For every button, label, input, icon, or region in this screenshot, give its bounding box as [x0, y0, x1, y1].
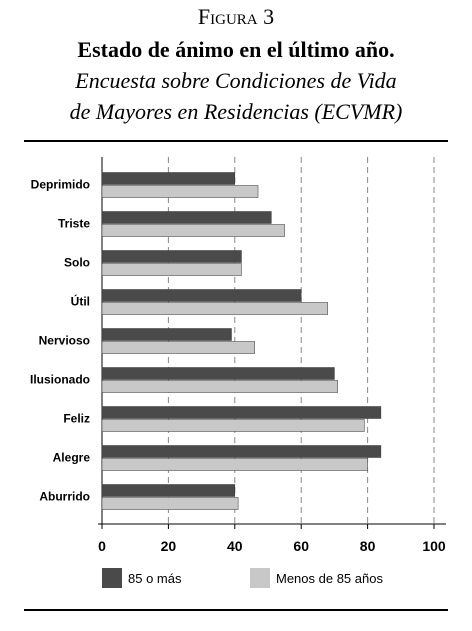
x-tick-label: 0	[98, 538, 106, 554]
bar	[101, 458, 368, 471]
y-tick-label: Alegre	[53, 451, 91, 465]
x-tick-label: 20	[161, 538, 177, 554]
chart-subtitle: Encuesta sobre Condiciones de Vida	[74, 68, 396, 93]
bar	[101, 211, 272, 224]
x-tick-label: 80	[360, 538, 376, 554]
legend-swatch	[250, 568, 270, 588]
y-tick-label: Útil	[71, 294, 90, 309]
y-tick-label: Feliz	[63, 412, 90, 426]
x-tick-label: 60	[293, 538, 309, 554]
legend-swatch	[102, 568, 122, 588]
y-tick-label: Solo	[64, 256, 90, 270]
chart-title: Estado de ánimo en el último año.	[77, 37, 394, 62]
figure-label: Figura 3	[198, 4, 274, 29]
bar	[101, 484, 236, 497]
bar	[101, 224, 285, 237]
y-tick-label: Aburrido	[39, 490, 90, 504]
bar	[101, 328, 232, 341]
bar	[101, 302, 329, 315]
bar	[101, 367, 335, 380]
x-tick-label: 100	[422, 538, 446, 554]
bar	[101, 445, 382, 458]
y-tick-label: Nervioso	[39, 334, 90, 348]
y-tick-label: Triste	[58, 217, 90, 231]
bar	[101, 497, 239, 510]
bar	[101, 263, 242, 276]
bar	[101, 250, 242, 263]
y-tick-label: Deprimido	[31, 178, 90, 192]
bar	[101, 406, 382, 419]
bar	[101, 341, 255, 354]
bar	[101, 380, 338, 393]
bar	[101, 185, 259, 198]
y-tick-label: Ilusionado	[30, 373, 90, 387]
bar	[101, 419, 365, 432]
chart-subtitle: de Mayores en Residencias (ECVMR)	[70, 99, 403, 124]
legend-label: Menos de 85 años	[276, 571, 383, 586]
x-tick-label: 40	[227, 538, 243, 554]
bar	[101, 172, 236, 185]
bar	[101, 289, 302, 302]
legend-label: 85 o más	[128, 571, 182, 586]
